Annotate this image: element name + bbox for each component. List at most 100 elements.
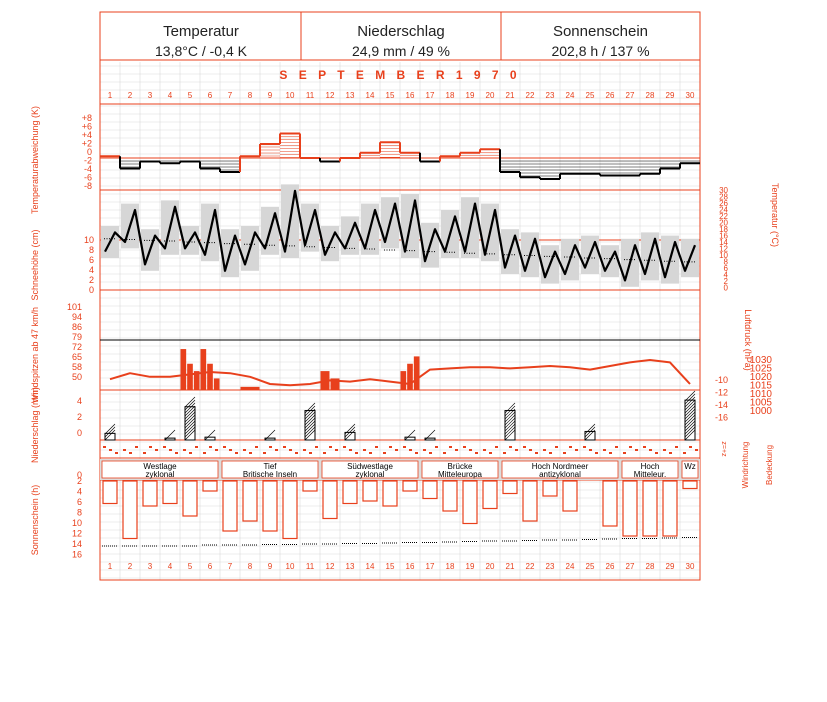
precip-hatch [184, 396, 196, 408]
wind-direction-mark [129, 452, 132, 454]
wind-tick: 94 [72, 312, 82, 322]
weather-type-box [101, 460, 219, 479]
wind-direction-mark [695, 449, 698, 451]
wind-direction-mark [383, 452, 386, 454]
wind-direction-mark [323, 452, 326, 454]
precip-hatch [184, 411, 196, 423]
day-label-top: 19 [466, 91, 475, 100]
temperature-tick: 30 [719, 186, 728, 195]
wind-direction-mark [335, 449, 338, 451]
weather-type-label: Britische Inseln [243, 470, 297, 479]
wind-direction-mark [643, 446, 646, 448]
precip-hatch [304, 429, 316, 441]
wind-direction-mark [389, 446, 392, 448]
pressure-tick: 1000 [750, 406, 773, 417]
wind-direction-mark [489, 452, 492, 454]
wind-direction-mark [523, 446, 526, 448]
wind-direction-mark [123, 449, 126, 451]
weather-type-box [221, 460, 319, 479]
temperature-tick: 22 [719, 212, 728, 221]
wind-direction-mark [303, 449, 306, 451]
wind-direction-mark [249, 452, 252, 454]
wind-direction-mark [683, 452, 686, 454]
wind-direction-mark [555, 446, 558, 448]
day-label-top: 16 [406, 91, 415, 100]
wind-direction-mark [603, 449, 606, 451]
day-label-bottom: 18 [446, 562, 455, 571]
day-label-bottom: 3 [148, 562, 153, 571]
sunshine-axis-label: Sonnenschein (h) [30, 485, 40, 556]
snow-tick: 8 [89, 245, 94, 255]
wind-tick: 65 [72, 352, 82, 362]
wind-direction-mark [135, 446, 138, 448]
precip-bar [584, 430, 596, 441]
day-label-top: 23 [546, 91, 555, 100]
day-label-top: 20 [486, 91, 495, 100]
temperature-tick: 0 [724, 284, 729, 293]
day-label-top: 28 [646, 91, 655, 100]
weather-type-box [621, 460, 679, 479]
wind-direction-mark [563, 452, 566, 454]
cloud-label: Bedeckung [765, 445, 774, 485]
header-sunshine: Sonnenschein 202,8 h / 137 % [501, 12, 700, 60]
wind-tick: 86 [72, 322, 82, 332]
pressure-tick: 1030 [750, 355, 773, 366]
temperature-tick: 20 [719, 219, 728, 228]
deviation-tick: +8 [82, 113, 92, 123]
deviation-tick: -2 [84, 156, 92, 166]
precip-bar [424, 437, 436, 441]
day-label-top: 10 [286, 91, 295, 100]
precip-hatch [344, 429, 356, 441]
sunshine-bar [262, 480, 278, 532]
sunshine-bar [382, 480, 398, 507]
wind-direction-mark [649, 449, 652, 451]
precipitation-title: Niederschlag [357, 23, 445, 40]
wind-direction-label: Windrichtung [741, 442, 750, 489]
precip-hatch [184, 426, 196, 438]
snow-tick: 4 [89, 265, 94, 275]
pressure-extra-tick: -10 [715, 375, 728, 385]
sunshine-title: Sonnenschein [552, 23, 649, 40]
wind-direction-mark [369, 452, 372, 454]
sunshine-bar [342, 480, 358, 505]
wind-direction-mark [243, 449, 246, 451]
wind-direction-mark [483, 449, 486, 451]
wind-direction-mark [183, 449, 186, 451]
pressure-tick: 1015 [750, 381, 773, 392]
weather-type-box [321, 460, 419, 479]
wind-direction-mark [103, 446, 106, 448]
wind-direction-mark [189, 452, 192, 454]
temperature-tick: 18 [719, 225, 728, 234]
precip-hatch [184, 399, 196, 411]
sunshine-bar [402, 480, 418, 492]
precip-hatch [184, 408, 196, 420]
wind-gust-bar [207, 363, 213, 390]
weather-type-label: Mitteleuropa [438, 470, 483, 479]
pressure-extra-tick: -14 [715, 400, 728, 410]
sunshine-tick: 16 [72, 550, 82, 560]
wind-direction-mark [509, 446, 512, 448]
day-label-bottom: 4 [168, 562, 173, 571]
wind-direction-mark [269, 446, 272, 448]
sunshine-bar [482, 480, 498, 510]
pressure-tick: 1010 [750, 389, 773, 400]
precip-hatch [504, 411, 516, 423]
day-label-bottom: 10 [286, 562, 295, 571]
sunshine-tick: 10 [72, 518, 82, 528]
snow-tick: 2 [89, 275, 94, 285]
precip-hatch [404, 429, 416, 441]
precip-hatch [684, 414, 696, 426]
precip-hatch [504, 423, 516, 435]
precip-hatch [684, 399, 696, 411]
precip-hatch [684, 396, 696, 408]
wind-direction-mark [609, 452, 612, 454]
sunshine-bar [622, 480, 638, 537]
day-label-top: 21 [506, 91, 515, 100]
sunshine-bar [242, 480, 258, 522]
day-label-bottom: 12 [326, 562, 335, 571]
weather-type-label: Westlage [143, 462, 177, 471]
wind-direction-mark [415, 452, 418, 454]
day-label-top: 12 [326, 91, 335, 100]
precip-hatch [304, 405, 316, 417]
precip-hatch [504, 429, 516, 441]
